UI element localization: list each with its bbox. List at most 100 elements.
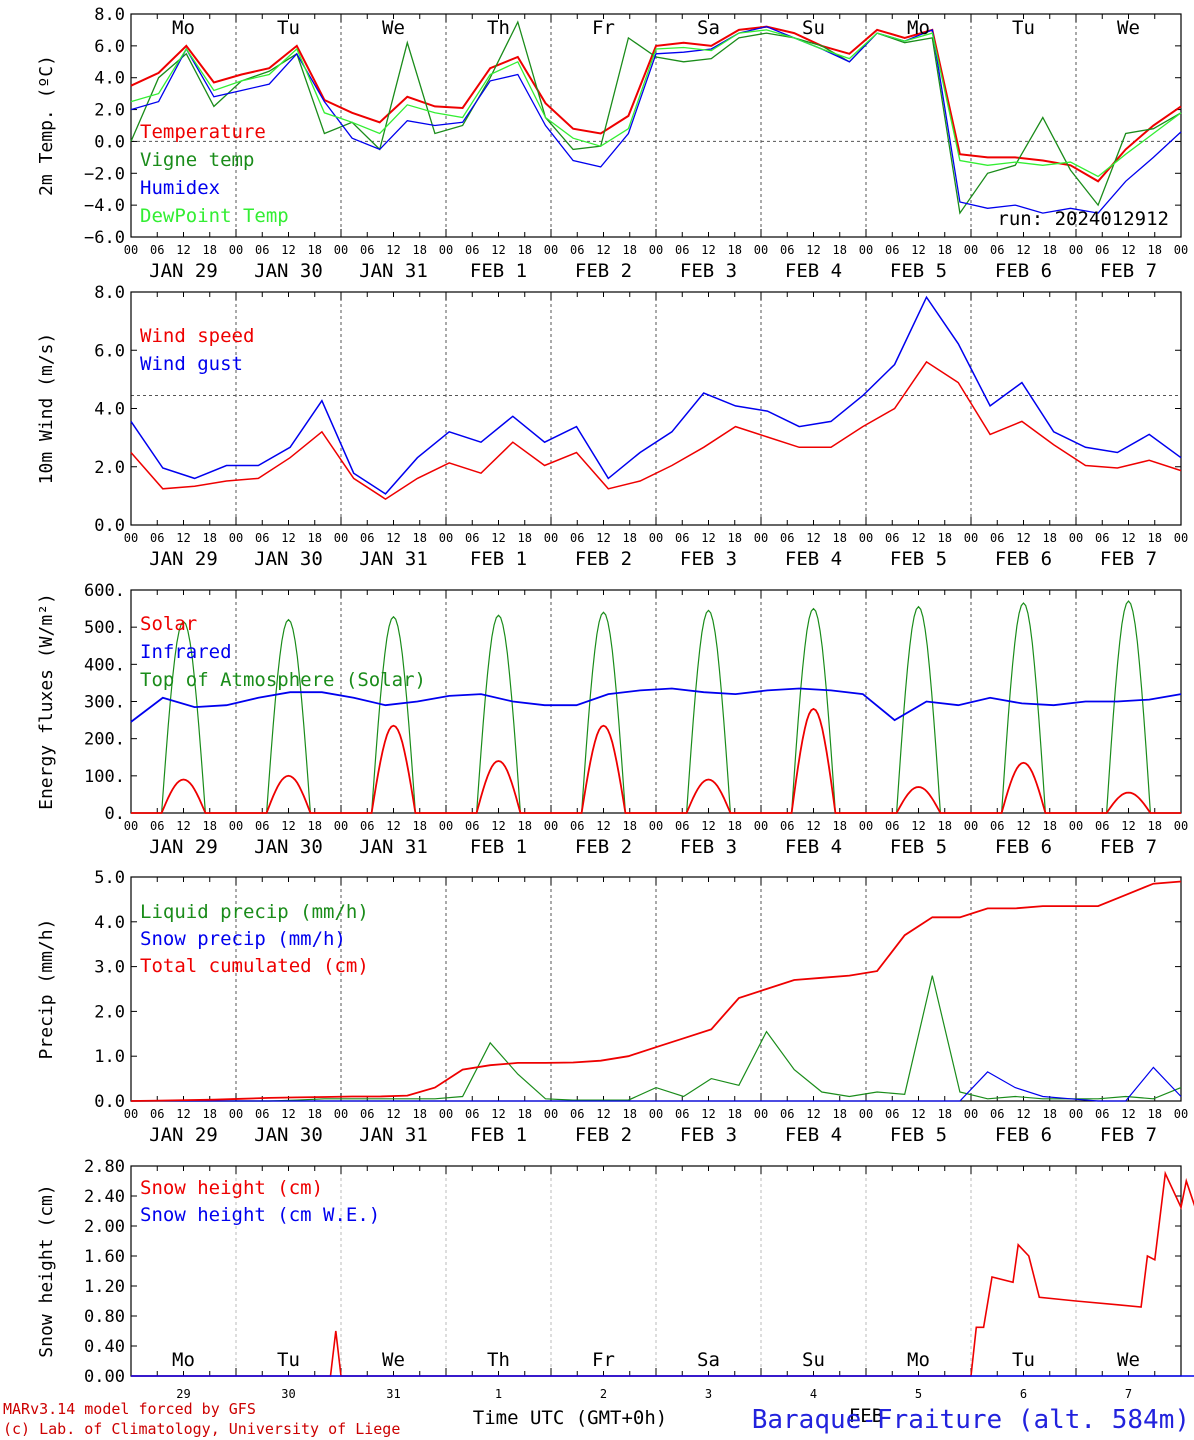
x-hour-label: 12: [386, 1107, 400, 1121]
x-hour-label: 12: [1016, 243, 1030, 257]
x-hour-label: 18: [413, 243, 427, 257]
y-tick-label: 1.0: [94, 1047, 125, 1067]
weekday-label: Sa: [697, 1349, 720, 1371]
legend-entry: Snow height (cm): [140, 1177, 323, 1199]
x-hour-label: 18: [623, 531, 637, 545]
x-date-label: JAN 31: [359, 836, 428, 858]
weekday-label: Tu: [277, 17, 300, 39]
x-hour-label: 06: [360, 531, 374, 545]
x-hour-label: 06: [1095, 243, 1109, 257]
y-tick-label: 400.: [84, 655, 125, 675]
x-hour-label: 00: [229, 531, 243, 545]
legend-entry: Snow height (cm W.E.): [140, 1204, 380, 1226]
x-hour-label: 12: [176, 243, 190, 257]
x-hour-label: 12: [911, 819, 925, 833]
x-hour-label: 12: [491, 243, 505, 257]
x-hour-label: 00: [1069, 531, 1083, 545]
x-hour-label: 00: [334, 1107, 348, 1121]
x-hour-label: 06: [990, 819, 1004, 833]
series-line: [130, 295, 1182, 495]
series-line: [130, 687, 1182, 723]
y-tick-label: 4.0: [94, 400, 125, 420]
x-hour-label: 06: [255, 1107, 269, 1121]
weekday-label: Tu: [1012, 17, 1035, 39]
x-hour-label: 18: [1043, 819, 1057, 833]
y-tick-label: 500.: [84, 618, 125, 638]
run-annotation: run: 2024012912: [997, 208, 1169, 230]
weekday-label: Tu: [1012, 1349, 1035, 1371]
x-hour-label: 12: [911, 531, 925, 545]
legend-entry: Vigne temp: [140, 149, 254, 171]
weekday-label: Sa: [697, 17, 720, 39]
y-tick-label: 2.40: [84, 1187, 125, 1207]
x-hour-label: 12: [806, 243, 820, 257]
x-hour-label: 12: [386, 531, 400, 545]
x-hour-label: 12: [806, 531, 820, 545]
x-hour-label: 06: [990, 243, 1004, 257]
y-tick-label: 6.0: [94, 37, 125, 57]
x-hour-label: 18: [413, 819, 427, 833]
x-date-label: FEB 5: [890, 548, 947, 570]
y-tick-label: 5.0: [94, 868, 125, 888]
x-hour-label: 00: [649, 243, 663, 257]
legend-entry: Wind speed: [140, 325, 254, 347]
y-tick-label: 4.0: [94, 913, 125, 933]
x-date-label: FEB 1: [470, 548, 527, 570]
x-hour-label: 06: [465, 531, 479, 545]
weekday-label: Tu: [277, 1349, 300, 1371]
x-hour-label: 18: [833, 531, 847, 545]
x-date-label: FEB 2: [575, 836, 632, 858]
x-hour-label: 18: [938, 243, 952, 257]
x-hour-label: 00: [544, 531, 558, 545]
x-day-number: 5: [915, 1387, 922, 1401]
x-hour-label: 18: [1043, 1107, 1057, 1121]
legend-entry: Temperature: [140, 121, 266, 143]
x-hour-label: 18: [938, 1107, 952, 1121]
y-tick-label: 2.80: [84, 1157, 125, 1177]
weekday-label: Su: [802, 17, 825, 39]
x-hour-label: 00: [1174, 531, 1188, 545]
x-hour-label: 00: [964, 1107, 978, 1121]
x-hour-label: 12: [1121, 819, 1135, 833]
x-hour-label: 18: [203, 531, 217, 545]
x-hour-label: 00: [544, 1107, 558, 1121]
x-hour-label: 00: [859, 243, 873, 257]
y-axis-label: 2m Temp. (ºC): [36, 55, 57, 196]
x-hour-label: 00: [1174, 1107, 1188, 1121]
x-hour-label: 00: [1174, 819, 1188, 833]
x-hour-label: 12: [596, 243, 610, 257]
x-hour-label: 12: [1121, 531, 1135, 545]
x-hour-label: 06: [570, 819, 584, 833]
x-date-label: FEB 6: [995, 260, 1052, 282]
x-hour-label: 12: [1016, 531, 1030, 545]
x-date-label: FEB 4: [785, 1124, 842, 1146]
x-hour-label: 18: [623, 819, 637, 833]
x-date-label: FEB 2: [575, 1124, 632, 1146]
x-hour-label: 06: [885, 1107, 899, 1121]
x-hour-label: 18: [728, 243, 742, 257]
x-hour-label: 12: [596, 1107, 610, 1121]
y-tick-label: −6.0: [84, 228, 125, 248]
x-hour-label: 06: [1095, 531, 1109, 545]
y-tick-label: 8.0: [94, 5, 125, 25]
y-tick-label: 0.80: [84, 1307, 125, 1327]
x-hour-label: 18: [308, 243, 322, 257]
x-hour-label: 06: [780, 531, 794, 545]
y-tick-label: 0.0: [94, 132, 125, 152]
x-hour-label: 06: [885, 243, 899, 257]
x-date-label: JAN 30: [254, 1124, 323, 1146]
x-hour-label: 00: [439, 1107, 453, 1121]
x-hour-label: 18: [518, 531, 532, 545]
x-hour-label: 00: [334, 243, 348, 257]
x-hour-label: 00: [859, 1107, 873, 1121]
x-date-label: FEB 7: [1100, 1124, 1157, 1146]
x-hour-label: 00: [124, 531, 138, 545]
x-date-label: FEB 4: [785, 260, 842, 282]
x-hour-label: 12: [386, 243, 400, 257]
x-day-number: 6: [1020, 1387, 1027, 1401]
x-hour-label: 18: [518, 243, 532, 257]
x-day-number: 30: [281, 1387, 295, 1401]
x-hour-label: 00: [544, 819, 558, 833]
x-hour-label: 00: [229, 243, 243, 257]
x-hour-label: 06: [1095, 1107, 1109, 1121]
